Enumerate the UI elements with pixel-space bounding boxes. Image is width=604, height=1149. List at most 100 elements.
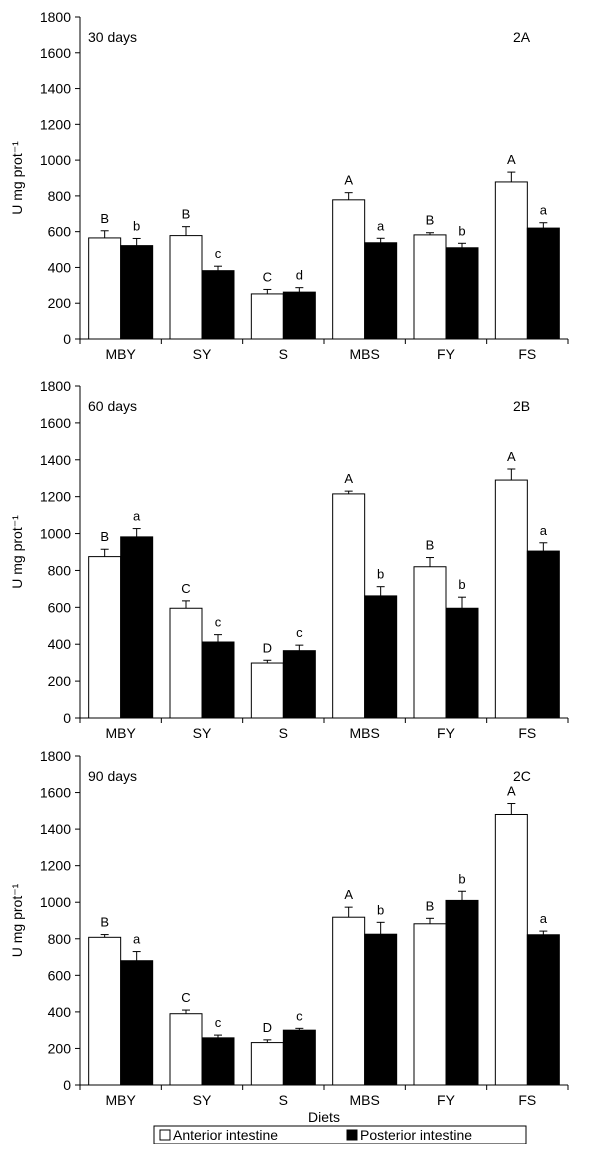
bar-posterior [364, 595, 398, 719]
y-tick-label: 1000 [40, 526, 71, 542]
y-tick-label: 1600 [40, 415, 71, 431]
significance-letter: a [540, 203, 548, 218]
significance-letter: C [263, 269, 272, 284]
legend-swatch-posterior [346, 1129, 358, 1141]
legend-label-posterior: Posterior intestine [360, 1127, 472, 1143]
y-tick-label: 400 [48, 636, 72, 652]
x-tick-label: SY [193, 346, 212, 362]
bar-anterior [169, 235, 203, 340]
significance-letter: b [458, 871, 465, 886]
significance-letter: c [215, 615, 222, 630]
y-tick-label: 1200 [40, 116, 71, 132]
bar-anterior [250, 293, 284, 340]
bar-anterior [169, 1013, 203, 1086]
significance-letter: d [296, 268, 303, 283]
significance-letter: B [426, 213, 435, 228]
y-tick-label: 1800 [40, 748, 71, 764]
x-axis-label: Diets [308, 1109, 340, 1125]
bar-posterior [282, 650, 316, 719]
y-tick-label: 1400 [40, 81, 71, 97]
bar-anterior [332, 493, 366, 719]
significance-letter: a [133, 509, 141, 524]
x-tick-label: FS [518, 1092, 536, 1108]
x-tick-label: MBS [349, 1092, 379, 1108]
bar-anterior [494, 181, 528, 340]
significance-letter: A [344, 471, 353, 486]
significance-letter: D [263, 1020, 272, 1035]
y-tick-label: 800 [48, 188, 72, 204]
y-tick-label: 1400 [40, 452, 71, 468]
y-tick-label: 0 [63, 1077, 71, 1093]
x-tick-label: FS [518, 725, 536, 741]
bar-posterior [445, 247, 479, 340]
bar-posterior [445, 899, 479, 1086]
y-tick-label: 1800 [40, 9, 71, 25]
y-tick-label: 400 [48, 1004, 72, 1020]
y-tick-label: 1400 [40, 821, 71, 837]
significance-letter: B [426, 898, 435, 913]
bar-posterior [526, 227, 560, 340]
x-tick-label: S [279, 725, 288, 741]
significance-letter: B [182, 207, 191, 222]
bar-anterior [494, 479, 528, 719]
bar-posterior [201, 1037, 235, 1086]
x-tick-label: FS [518, 346, 536, 362]
legend-label-anterior: Anterior intestine [173, 1127, 278, 1143]
y-tick-label: 1200 [40, 858, 71, 874]
significance-letter: a [133, 932, 141, 947]
significance-letter: B [426, 538, 435, 553]
significance-letter: a [540, 911, 548, 926]
bar-posterior [201, 641, 235, 719]
y-tick-label: 600 [48, 599, 72, 615]
x-tick-label: MBY [105, 725, 136, 741]
bar-anterior [413, 923, 447, 1086]
bar-posterior [120, 245, 154, 340]
bar-anterior [413, 566, 447, 719]
bar-posterior [364, 242, 398, 340]
y-tick-label: 1200 [40, 489, 71, 505]
bar-posterior [120, 960, 154, 1086]
significance-letter: c [215, 246, 222, 261]
bar-anterior [332, 916, 366, 1086]
y-tick-label: 1000 [40, 894, 71, 910]
significance-letter: C [181, 581, 190, 596]
bar-posterior [282, 291, 316, 340]
bar-anterior [494, 813, 528, 1086]
significance-letter: b [458, 577, 465, 592]
significance-letter: A [507, 449, 516, 464]
significance-letter: b [377, 567, 384, 582]
significance-letter: A [344, 887, 353, 902]
significance-letter: B [100, 211, 109, 226]
x-tick-label: S [279, 346, 288, 362]
significance-letter: b [377, 902, 384, 917]
significance-letter: A [507, 784, 516, 799]
y-tick-label: 200 [48, 673, 72, 689]
bar-posterior [526, 550, 560, 719]
significance-letter: b [458, 223, 465, 238]
y-tick-label: 1000 [40, 152, 71, 168]
significance-letter: B [100, 915, 109, 930]
y-tick-label: 800 [48, 562, 72, 578]
significance-letter: C [181, 990, 190, 1005]
bar-anterior [250, 1042, 284, 1086]
significance-letter: a [377, 218, 385, 233]
y-tick-label: 600 [48, 967, 72, 983]
x-tick-label: FY [437, 725, 456, 741]
y-tick-label: 200 [48, 295, 72, 311]
x-tick-label: FY [437, 1092, 456, 1108]
y-tick-label: 0 [63, 331, 71, 347]
bar-posterior [526, 934, 560, 1086]
panel-title: 90 days [88, 768, 137, 784]
bar-anterior [88, 556, 122, 719]
bar-anterior [250, 662, 284, 719]
y-tick-label: 400 [48, 259, 72, 275]
y-tick-label: 800 [48, 931, 72, 947]
y-tick-label: 1800 [40, 378, 71, 394]
y-axis-label: U mg prot⁻¹ [9, 883, 25, 957]
x-tick-label: MBY [105, 1092, 136, 1108]
panel-title: 30 days [88, 29, 137, 45]
bar-posterior [445, 607, 479, 719]
x-tick-label: FY [437, 346, 456, 362]
bar-anterior [332, 199, 366, 340]
